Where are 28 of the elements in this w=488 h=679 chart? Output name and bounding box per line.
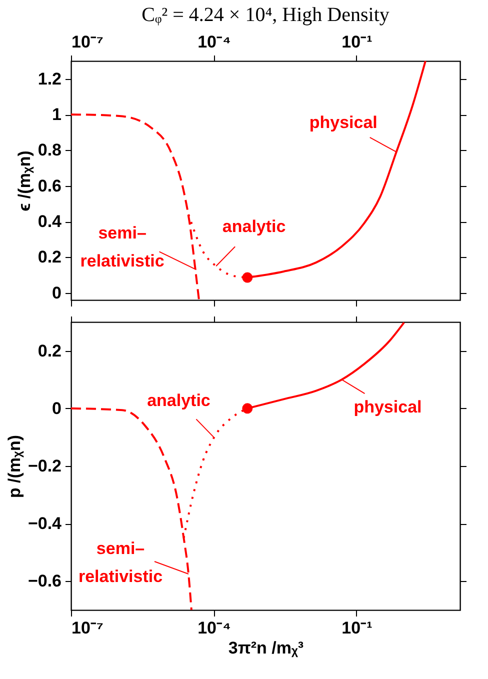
annotation: semi– relativistic (80, 224, 164, 271)
x-tick-label: 10⁻¹ (342, 32, 373, 52)
annotation: physical (354, 398, 422, 417)
y-tick-label: 0.6 (38, 176, 62, 196)
annotation: analytic (222, 217, 286, 236)
y-tick-label: 1.2 (38, 69, 62, 88)
x-tick-label: 10⁻¹ (342, 618, 373, 638)
y-tick-label: 1 (52, 105, 62, 124)
y-tick-label: 0 (52, 283, 62, 302)
annotation: semi– relativistic (78, 539, 163, 586)
x-tick-label: 10⁻⁷ (72, 32, 104, 52)
y-tick-label: 0.2 (38, 248, 62, 267)
x-tick-label: 10⁻⁴ (198, 618, 231, 638)
y-axis-title: p /(mᵪn) (4, 434, 24, 498)
chart-title: Cᵩ² = 4.24 × 10⁴, High Density (142, 4, 390, 26)
annotation: physical (309, 112, 378, 132)
x-axis-title: 3π²n /mᵪ³ (228, 638, 304, 658)
x-tick-label: 10⁻⁷ (72, 618, 104, 638)
y-tick-label: 0 (52, 398, 62, 418)
y-tick-label: 0.8 (38, 140, 62, 160)
annotation: analytic (147, 391, 210, 410)
x-tick-label: 10⁻⁴ (198, 32, 231, 52)
y-axis-title: ϵ /(mᵪn) (14, 150, 34, 212)
y-tick-label: −0.6 (28, 572, 62, 591)
y-tick-label: −0.4 (28, 514, 62, 534)
y-tick-label: 0.2 (38, 341, 62, 360)
y-tick-label: −0.2 (28, 456, 62, 476)
y-tick-label: 0.4 (38, 212, 62, 232)
